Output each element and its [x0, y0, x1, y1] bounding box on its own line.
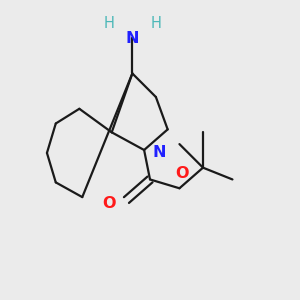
Text: O: O [102, 196, 116, 211]
Text: N: N [152, 146, 166, 160]
Text: H: H [151, 16, 161, 31]
Text: N: N [126, 31, 139, 46]
Text: O: O [176, 166, 189, 181]
Text: H: H [103, 16, 114, 31]
